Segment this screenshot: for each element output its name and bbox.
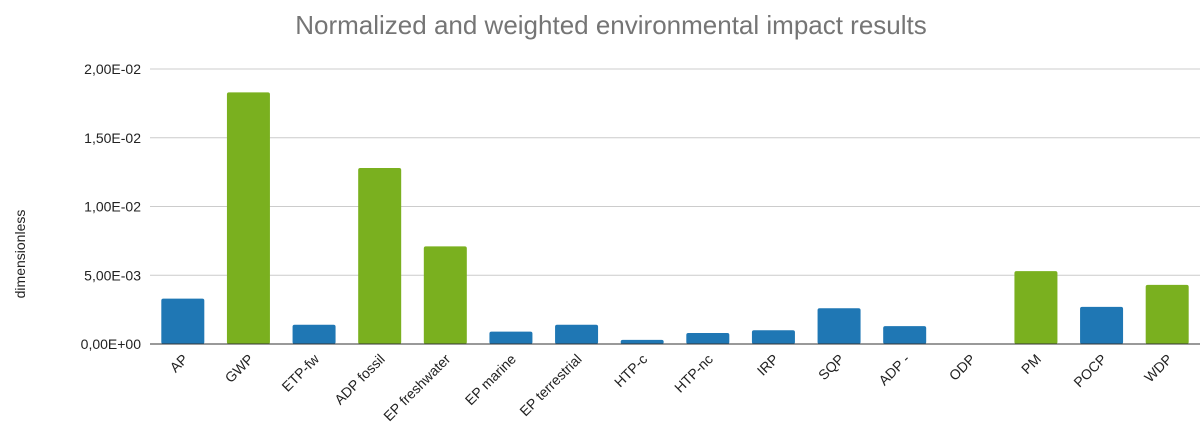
bar-ep-terrestrial [555, 324, 599, 344]
y-tick-label: 2,00E-02 [84, 61, 141, 77]
x-tick-label: IRP [754, 351, 782, 379]
chart-title: Normalized and weighted environmental im… [295, 10, 927, 40]
bar-adp [883, 326, 927, 344]
x-tick-label: ODP [946, 351, 979, 384]
x-tick-label: AP [166, 351, 191, 376]
x-tick-label: EP marine [462, 351, 520, 409]
bar-htp-c [620, 339, 664, 344]
bar-ep-marine [489, 331, 533, 344]
x-tick-label: HTP-c [611, 351, 650, 390]
x-tick-label: PM [1018, 351, 1044, 377]
x-tick-label: EP freshwater [380, 351, 454, 425]
x-tick-label: SQP [815, 351, 847, 383]
x-tick-label: POCP [1070, 351, 1109, 390]
x-tick-label: HTP-nc [671, 351, 716, 396]
bar-irp [751, 330, 795, 344]
bar-wdp [1145, 284, 1189, 344]
bar-ap [161, 298, 205, 344]
bar-sqp [817, 308, 861, 344]
x-tick-label: GWP [222, 351, 257, 386]
y-tick-label: 5,00E-03 [84, 267, 141, 283]
bar-pocp [1080, 306, 1124, 344]
x-tick-label: ADP - [875, 351, 913, 389]
bar-gwp [226, 92, 270, 344]
y-tick-labels: 0,00E+00 5,00E-03 1,00E-02 1,50E-02 2,00E-02 [81, 61, 142, 352]
bar-etp-fw [292, 324, 336, 344]
bar-ep-freshwater [423, 246, 467, 344]
y-axis-label: dimensionless [12, 210, 28, 299]
x-tick-label: ETP-fw [278, 350, 322, 394]
y-tick-label: 1,00E-02 [84, 199, 141, 215]
bars [161, 92, 1189, 344]
bar-pm [1014, 271, 1058, 344]
bar-htp-nc [686, 333, 730, 344]
y-tick-label: 1,50E-02 [84, 130, 141, 146]
bar-adp-fossil [358, 168, 402, 344]
gridlines [150, 68, 1200, 276]
x-tick-label: ADP fossil [331, 351, 388, 408]
y-tick-label: 0,00E+00 [81, 336, 142, 352]
x-tick-label: EP terrestrial [516, 351, 584, 419]
x-tick-label: WDP [1141, 351, 1175, 385]
